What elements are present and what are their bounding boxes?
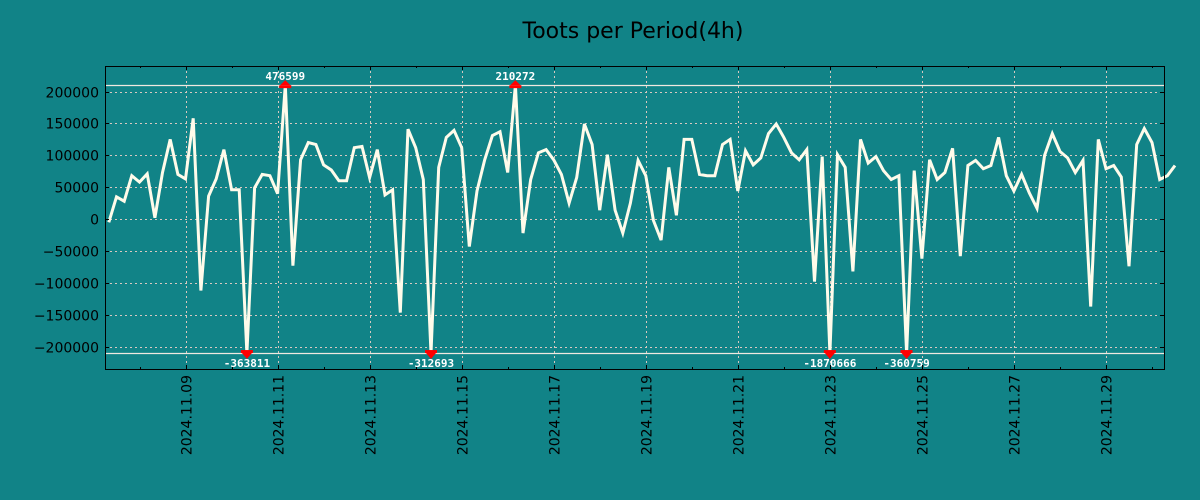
x-tick-label: 2024.11.17 — [548, 375, 564, 455]
clip-marker-down — [425, 353, 436, 360]
clip-marker-bar — [509, 85, 522, 89]
x-tick-label: 2024.11.13 — [364, 375, 380, 455]
x-tick-label: 2024.11.11 — [272, 375, 288, 455]
clip-marker-bar — [279, 85, 292, 89]
x-tick-label: 2024.11.23 — [824, 375, 840, 455]
y-tick-label: −100000 — [34, 277, 99, 293]
clip-marker-up — [280, 80, 291, 86]
clip-value-label: -1870666 — [803, 357, 856, 370]
clip-value-label: -360759 — [883, 357, 929, 370]
clip-value-label: 210272 — [495, 70, 535, 83]
clip-markers: -363811 476599 -312693 210272 -1870666 -36075… — [224, 70, 930, 370]
x-tick-label: 2024.11.29 — [1100, 375, 1116, 455]
series-line — [107, 84, 1177, 354]
y-tick-label: 150000 — [46, 117, 99, 133]
x-axis: 2024.11.09 2024.11.11 2024.11.13 2024.11.15… — [140, 66, 1153, 455]
clip-marker-down — [901, 353, 912, 360]
x-tick-label: 2024.11.15 — [456, 375, 472, 455]
plot-frame — [105, 66, 1165, 370]
y-tick-label: −200000 — [34, 341, 99, 357]
x-tick-label: 2024.11.21 — [732, 375, 748, 455]
x-tick-label: 2024.11.09 — [180, 375, 196, 455]
clip-value-label: -363811 — [224, 357, 271, 370]
y-tick-label: 0 — [90, 213, 99, 229]
clip-marker-down — [824, 353, 835, 360]
clip-marker-up — [510, 80, 521, 86]
y-tick-label: 100000 — [46, 149, 99, 165]
y-tick-label: 50000 — [54, 181, 99, 197]
y-tick-label: −50000 — [43, 245, 99, 261]
clip-value-label: 476599 — [265, 70, 305, 83]
clip-marker-bar — [900, 350, 913, 354]
series — [107, 84, 1177, 354]
clip-marker-down — [241, 353, 252, 360]
x-tick-label: 2024.11.27 — [1008, 375, 1024, 455]
x-tick-label: 2024.11.25 — [916, 375, 932, 455]
chart-title: Toots per Period(4h) — [522, 19, 744, 44]
clip-marker-bar — [424, 350, 437, 354]
x-tick-label: 2024.11.19 — [640, 375, 656, 455]
clip-marker-bar — [823, 350, 836, 354]
clip-value-label: -312693 — [408, 357, 454, 370]
y-tick-label: 200000 — [46, 86, 99, 102]
y-tick-label: −150000 — [34, 309, 99, 325]
y-axis: −200000 −150000 −100000 −50000 0 50000 100000 1… — [34, 86, 1164, 357]
clip-marker-bar — [240, 350, 253, 354]
